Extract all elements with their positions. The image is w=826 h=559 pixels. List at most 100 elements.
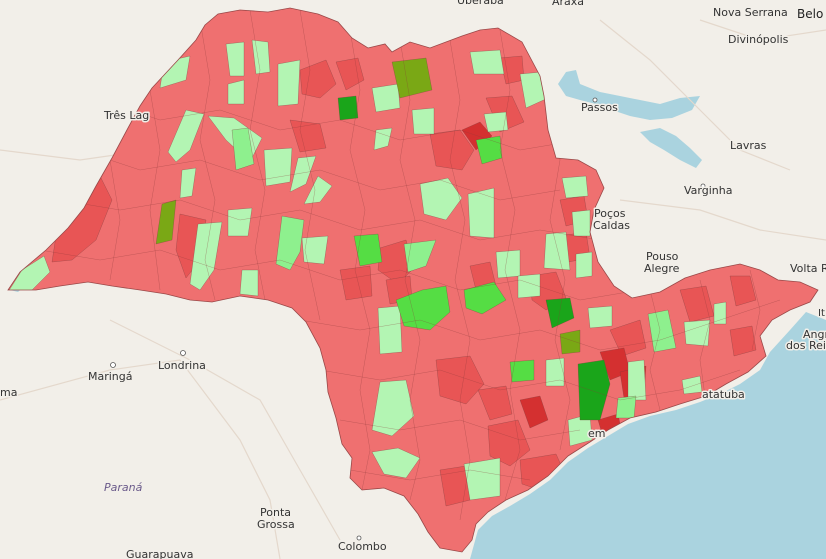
municipality[interactable] bbox=[373, 127, 393, 151]
road-network bbox=[0, 19, 826, 559]
label-santos: em bbox=[588, 427, 605, 440]
municipal-borders bbox=[39, 9, 781, 521]
municipality[interactable] bbox=[477, 385, 513, 421]
label-divinopolis: Divinópolis bbox=[728, 33, 789, 46]
label-grossa: Grossa bbox=[257, 518, 295, 531]
city-dot-londrina bbox=[180, 350, 186, 356]
municipality[interactable] bbox=[467, 187, 495, 239]
municipality[interactable] bbox=[419, 177, 463, 221]
municipality[interactable] bbox=[561, 175, 589, 199]
municipality[interactable] bbox=[463, 457, 501, 501]
municipality[interactable] bbox=[377, 305, 403, 355]
municipality[interactable] bbox=[263, 147, 293, 187]
municipalities-green[interactable] bbox=[8, 39, 727, 501]
municipality[interactable] bbox=[275, 215, 305, 271]
municipality[interactable] bbox=[289, 155, 317, 193]
label-ma: ma bbox=[0, 386, 17, 399]
label-londrina: Londrina bbox=[158, 359, 206, 372]
state-outline bbox=[7, 7, 819, 553]
label-colombo: Colombo bbox=[338, 540, 387, 553]
municipality[interactable] bbox=[337, 95, 359, 121]
label-caraguatatuba: atatuba bbox=[702, 388, 745, 401]
municipality[interactable] bbox=[189, 221, 223, 291]
label-guarapuava: Guarapuava bbox=[126, 548, 193, 559]
label-belo: Belo bbox=[797, 7, 823, 21]
label-maringa: Maringá bbox=[88, 370, 133, 383]
municipality[interactable] bbox=[225, 41, 245, 77]
label-uberaba: Uberaba bbox=[457, 0, 504, 7]
city-dot-colombo bbox=[356, 535, 362, 541]
municipality[interactable] bbox=[289, 119, 327, 153]
municipality[interactable] bbox=[577, 359, 611, 421]
city-dot-varginha bbox=[700, 183, 706, 189]
municipality[interactable] bbox=[179, 167, 197, 199]
municipality[interactable] bbox=[469, 49, 505, 75]
label-passos: Passos bbox=[581, 101, 618, 114]
municipality[interactable] bbox=[647, 309, 677, 353]
municipality[interactable] bbox=[371, 447, 421, 479]
municipality[interactable] bbox=[411, 107, 435, 135]
municipality[interactable] bbox=[371, 83, 401, 113]
municipality[interactable] bbox=[713, 301, 727, 325]
label-itaguai: It bbox=[818, 308, 825, 319]
municipality[interactable] bbox=[353, 233, 383, 267]
municipality[interactable] bbox=[729, 325, 757, 357]
municipality[interactable] bbox=[227, 207, 253, 237]
municipality[interactable] bbox=[509, 359, 535, 383]
city-dot-divinopolis bbox=[741, 37, 747, 43]
city-dot-ponta-grossa bbox=[271, 509, 277, 515]
municipality[interactable] bbox=[543, 231, 571, 271]
label-volta-redonda: Volta Re bbox=[790, 262, 826, 275]
municipality[interactable] bbox=[463, 281, 507, 315]
label-parana: Paraná bbox=[104, 481, 143, 494]
municipality[interactable] bbox=[227, 79, 245, 105]
municipality[interactable] bbox=[495, 249, 521, 279]
municipality[interactable] bbox=[729, 275, 757, 307]
municipality[interactable] bbox=[339, 265, 373, 301]
municipality[interactable] bbox=[335, 57, 365, 91]
city-dot-maringa bbox=[110, 362, 116, 368]
municipality[interactable] bbox=[683, 319, 711, 347]
municipality[interactable] bbox=[487, 419, 531, 467]
municipality[interactable] bbox=[483, 111, 509, 133]
city-markers bbox=[110, 37, 747, 541]
municipality[interactable] bbox=[231, 127, 255, 171]
municipality[interactable] bbox=[277, 59, 301, 107]
label-pocos: Poços bbox=[594, 207, 626, 220]
municipality[interactable] bbox=[519, 395, 549, 429]
label-nova-serrana: Nova Serrana bbox=[713, 6, 788, 19]
label-araxa: Araxá bbox=[552, 0, 584, 8]
municipality[interactable] bbox=[391, 57, 433, 99]
municipality[interactable] bbox=[371, 379, 415, 437]
label-ponta: Ponta bbox=[260, 506, 291, 519]
municipality[interactable] bbox=[545, 357, 565, 387]
municipality[interactable] bbox=[627, 359, 647, 401]
municipality[interactable] bbox=[239, 269, 259, 297]
municipality[interactable] bbox=[517, 273, 541, 299]
label-lavras: Lavras bbox=[730, 139, 767, 152]
label-angra: Angra bbox=[803, 328, 826, 341]
label-varginha: Varginha bbox=[684, 184, 732, 197]
municipality[interactable] bbox=[301, 235, 329, 265]
municipality[interactable] bbox=[681, 375, 703, 395]
municipality[interactable] bbox=[587, 305, 613, 329]
label-alegre: Alegre bbox=[644, 262, 680, 275]
label-dos-reis: dos Reis bbox=[786, 339, 826, 352]
municipality[interactable] bbox=[303, 175, 333, 205]
label-pouso: Pouso bbox=[646, 250, 679, 263]
municipality[interactable] bbox=[575, 251, 593, 279]
atlantic-ocean bbox=[470, 312, 826, 559]
municipality[interactable] bbox=[559, 329, 581, 355]
municipality[interactable] bbox=[395, 285, 451, 331]
label-tres-lagoas: Três Lag bbox=[103, 109, 149, 122]
municipality[interactable] bbox=[571, 209, 591, 237]
municipality[interactable] bbox=[403, 239, 437, 273]
municipality[interactable] bbox=[461, 121, 493, 151]
municipality[interactable] bbox=[615, 395, 637, 419]
municipality[interactable] bbox=[299, 59, 337, 99]
municipality[interactable] bbox=[435, 355, 485, 405]
city-dot-passos bbox=[592, 97, 598, 103]
